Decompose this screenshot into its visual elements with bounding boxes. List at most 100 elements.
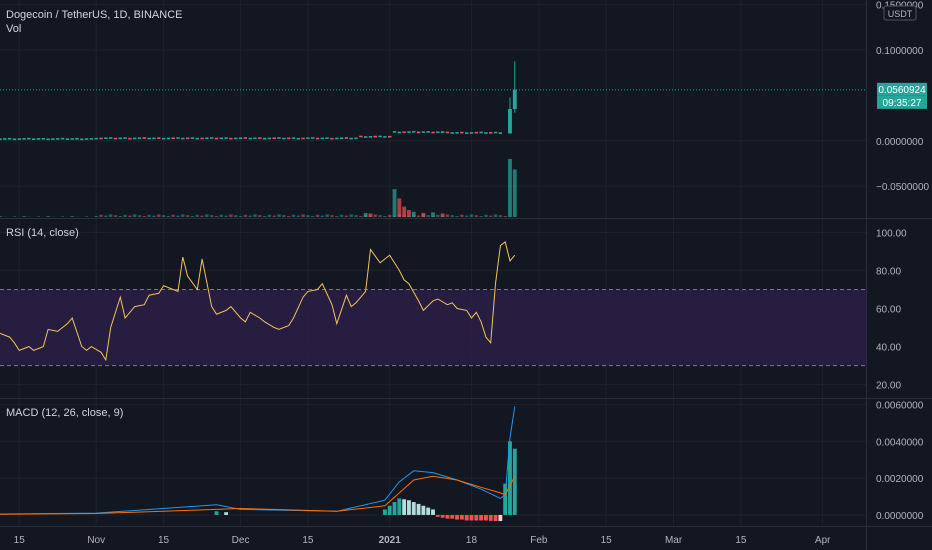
macd-hist-bar-13: [435, 514, 440, 517]
volume-bar-base-59: [282, 215, 286, 217]
candle-76: [363, 136, 368, 138]
volume-bar-base-66: [315, 214, 320, 217]
candle-95: [455, 131, 459, 134]
volume-bars: [0, 159, 517, 217]
volume-bar-base-75: [359, 216, 363, 217]
macd-hist-bar-29: [512, 448, 517, 515]
macd-hist-bar-9: [416, 503, 421, 515]
candle-99: [474, 131, 478, 134]
volume-bar-base-67: [320, 215, 325, 217]
candle-42: [200, 137, 204, 140]
price-tick-3: −0.0500000: [876, 182, 930, 193]
candle-38: [181, 137, 185, 140]
candle-43: [205, 137, 209, 140]
candle-body-final-0: [508, 109, 512, 134]
candle-57: [272, 137, 276, 140]
candle-27: [128, 137, 132, 140]
volume-bar-base-25: [118, 216, 122, 217]
volume-bar-base-72: [344, 215, 349, 217]
volume-bar-base-62: [296, 215, 300, 217]
volume-bar-base-43: [205, 214, 209, 217]
volume-bar-base-70: [335, 216, 339, 217]
price-tick-1: 0.1000000: [876, 46, 924, 57]
volume-label[interactable]: Vol: [6, 23, 21, 35]
x-tick-0: 15: [14, 535, 26, 546]
volume-bar-base-52: [248, 215, 252, 217]
volume-bar-2: [392, 189, 397, 217]
axis-labels: 0.15000000.10000000.0000000−0.0500000100…: [14, 1, 930, 546]
candle-52: [248, 137, 252, 140]
macd-hist-bar-12: [431, 509, 435, 515]
candle-11: [51, 138, 55, 140]
candle-65: [311, 137, 315, 139]
macd-hist-bar-27: [503, 483, 508, 515]
x-tick-7: Feb: [530, 535, 548, 546]
macd-hist-bar-24: [488, 514, 493, 521]
candle-18: [84, 138, 89, 140]
candle-72: [344, 137, 349, 139]
volume-bar-7: [421, 212, 426, 217]
volume-bar-base-69: [330, 215, 334, 217]
candle-32: [152, 137, 156, 140]
volume-bar-base-78: [373, 214, 377, 217]
macd-hist-bar-25: [493, 514, 498, 522]
symbol-title[interactable]: Dogecoin / TetherUS, 1D, BINANCE: [6, 9, 182, 21]
volume-bar-base-45: [214, 216, 219, 217]
volume-bar-base-80: [383, 216, 387, 217]
volume-bar-base-46: [219, 214, 223, 217]
volume-bar-base-36: [171, 214, 175, 217]
candle-34: [161, 137, 166, 140]
candle-21: [99, 137, 103, 140]
volume-bar-9: [440, 213, 445, 217]
candle-41: [195, 137, 199, 140]
volume-bar-3: [397, 198, 402, 217]
volume-bar-base-58: [277, 214, 281, 217]
candle-5: [22, 138, 26, 140]
candle-75: [359, 135, 363, 138]
x-tick-10: 15: [735, 535, 747, 546]
volume-bar-base-41: [195, 214, 199, 217]
volume-bar-base-29: [137, 215, 142, 217]
signal-line: [0, 475, 516, 515]
x-tick-6: 18: [466, 535, 478, 546]
candle-35: [166, 137, 171, 140]
rsi-tick-3: 40.00: [876, 343, 901, 354]
rsi-title[interactable]: RSI (14, close): [6, 227, 79, 239]
candle-73: [349, 137, 353, 140]
macd-title[interactable]: MACD (12, 26, close, 9): [6, 407, 123, 419]
candle-100: [479, 131, 483, 134]
volume-bar-base-22: [104, 215, 108, 217]
rsi-line: [0, 241, 516, 362]
volume-bar-base-39: [185, 215, 190, 217]
rsi-tick-0: 100.00: [876, 228, 907, 239]
rsi-tick-4: 20.00: [876, 381, 901, 392]
macd-tick-0: 0.0060000: [876, 401, 924, 412]
volume-bar-base-27: [128, 215, 132, 217]
volume-bar-6: [411, 211, 416, 217]
volume-bar-base-42: [200, 215, 204, 217]
x-tick-2: 15: [158, 535, 170, 546]
candle-68: [325, 137, 329, 139]
volume-bar-base-44: [210, 215, 214, 217]
volume-bar-base-23: [108, 214, 113, 217]
x-tick-3: Dec: [232, 535, 250, 546]
volume-bar-base-33: [157, 214, 161, 217]
candle-63: [301, 137, 305, 140]
volume-bar-base-5: [22, 216, 26, 217]
volume-bar-base-73: [349, 214, 353, 217]
volume-bar-base-32: [152, 215, 156, 217]
candle-53: [253, 137, 257, 140]
candle-94: [450, 132, 454, 134]
candle-8: [36, 138, 41, 140]
volume-bar-11: [512, 169, 517, 217]
candle-45: [214, 137, 219, 140]
currency-badge[interactable]: USDT: [883, 5, 917, 21]
volume-bar-base-94: [450, 215, 454, 217]
volume-bar-4: [402, 206, 407, 217]
candle-102: [489, 131, 493, 134]
macd-hist-bar-5: [397, 498, 402, 515]
candle-48: [229, 137, 233, 140]
x-tick-9: Mar: [665, 535, 683, 546]
candle-31: [147, 137, 151, 140]
